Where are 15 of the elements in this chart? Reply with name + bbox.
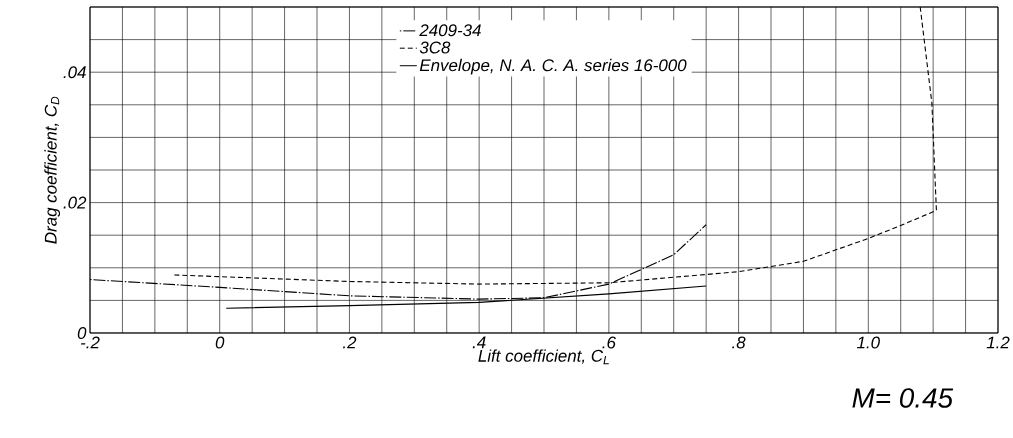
legend-label: Envelope, N. A. C. A. series 16-000 xyxy=(419,58,687,75)
legend-label: 2409-34 xyxy=(419,24,481,37)
y-tick-label: .04 xyxy=(63,66,86,79)
x-tick-label: 0 xyxy=(215,336,225,349)
x-tick-label: 1.2 xyxy=(986,336,1010,349)
x-axis-title: Lift coefficient, C$_{L}$ xyxy=(478,349,609,365)
text: M= 0.45 xyxy=(852,388,954,408)
y-axis-title: Drag coefficient, C$_{D}$ xyxy=(44,96,61,244)
x-tick-label: .4 xyxy=(472,336,486,349)
x-tick-label: .2 xyxy=(343,336,357,349)
x-tick-label: .8 xyxy=(732,336,746,349)
x-tick-label: 1.0 xyxy=(856,336,880,349)
x-tick-label: .6 xyxy=(602,336,616,349)
y-tick-label: .02 xyxy=(63,196,87,209)
legend-label: 3C8 xyxy=(419,41,451,54)
